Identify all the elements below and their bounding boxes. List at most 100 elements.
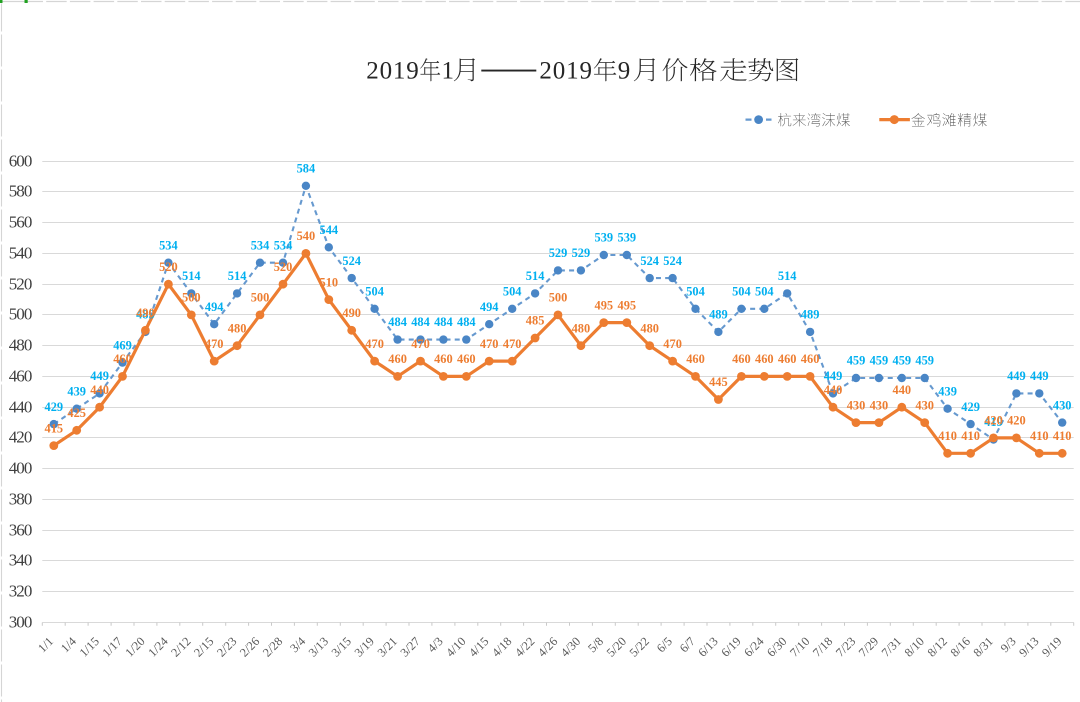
svg-text:445: 445 (709, 375, 728, 389)
svg-text:440: 440 (824, 383, 843, 397)
svg-text:524: 524 (640, 254, 659, 268)
svg-text:484: 484 (434, 315, 453, 329)
svg-text:460: 460 (388, 352, 407, 366)
svg-text:320: 320 (9, 581, 32, 600)
svg-text:524: 524 (663, 254, 682, 268)
svg-text:540: 540 (297, 229, 316, 243)
svg-text:430: 430 (915, 398, 934, 412)
svg-text:420: 420 (1007, 414, 1026, 428)
svg-text:2019: 2019 (366, 58, 419, 85)
svg-text:504: 504 (503, 285, 522, 299)
svg-text:430: 430 (870, 398, 889, 412)
svg-text:9: 9 (618, 58, 631, 85)
svg-text:520: 520 (159, 260, 178, 274)
svg-text:400: 400 (9, 458, 32, 477)
svg-text:540: 540 (9, 243, 32, 262)
svg-text:484: 484 (388, 315, 407, 329)
svg-text:460: 460 (778, 352, 797, 366)
svg-text:420: 420 (984, 414, 1003, 428)
svg-text:469: 469 (113, 338, 132, 352)
svg-text:534: 534 (251, 238, 270, 252)
svg-text:504: 504 (755, 285, 774, 299)
svg-text:459: 459 (870, 354, 889, 368)
svg-text:449: 449 (1007, 369, 1026, 383)
svg-text:495: 495 (595, 298, 614, 312)
svg-text:429: 429 (45, 400, 64, 414)
svg-text:485: 485 (526, 314, 545, 328)
svg-text:460: 460 (801, 352, 820, 366)
svg-text:380: 380 (9, 489, 32, 508)
svg-text:500: 500 (182, 291, 201, 305)
svg-text:419: 419 (984, 415, 1003, 429)
svg-text:529: 529 (572, 246, 591, 260)
svg-text:459: 459 (847, 354, 866, 368)
svg-text:300: 300 (9, 612, 32, 631)
svg-text:489: 489 (136, 308, 155, 322)
svg-text:534: 534 (159, 238, 178, 252)
svg-text:504: 504 (732, 285, 751, 299)
svg-text:439: 439 (938, 384, 957, 398)
svg-text:514: 514 (526, 269, 545, 283)
svg-text:480: 480 (9, 335, 32, 354)
svg-text:480: 480 (572, 321, 591, 335)
svg-text:524: 524 (342, 254, 361, 268)
svg-text:470: 470 (503, 337, 522, 351)
svg-text:500: 500 (251, 291, 270, 305)
svg-text:470: 470 (365, 337, 384, 351)
svg-text:490: 490 (342, 306, 361, 320)
svg-text:340: 340 (9, 550, 32, 569)
svg-text:489: 489 (709, 308, 728, 322)
svg-text:500: 500 (9, 304, 32, 323)
svg-text:459: 459 (893, 354, 912, 368)
svg-text:430: 430 (847, 398, 866, 412)
svg-text:460: 460 (755, 352, 774, 366)
svg-text:480: 480 (228, 321, 247, 335)
svg-text:430: 430 (1053, 398, 1072, 412)
svg-text:425: 425 (67, 406, 86, 420)
svg-text:410: 410 (938, 429, 957, 443)
svg-text:494: 494 (205, 300, 224, 314)
svg-text:500: 500 (549, 291, 568, 305)
svg-text:460: 460 (434, 352, 453, 366)
svg-text:410: 410 (1053, 429, 1072, 443)
svg-text:449: 449 (824, 369, 843, 383)
svg-text:514: 514 (228, 269, 247, 283)
svg-text:560: 560 (9, 212, 32, 231)
svg-text:459: 459 (915, 354, 934, 368)
svg-text:429: 429 (961, 400, 980, 414)
svg-text:584: 584 (297, 162, 316, 176)
svg-text:415: 415 (45, 421, 64, 435)
svg-text:504: 504 (365, 285, 384, 299)
svg-text:480: 480 (640, 321, 659, 335)
svg-text:514: 514 (182, 269, 201, 283)
svg-text:484: 484 (411, 315, 430, 329)
svg-text:534: 534 (274, 238, 293, 252)
svg-text:470: 470 (205, 337, 224, 351)
svg-text:420: 420 (9, 427, 32, 446)
svg-text:470: 470 (480, 337, 499, 351)
svg-text:510: 510 (320, 275, 339, 289)
svg-text:494: 494 (480, 300, 499, 314)
svg-text:440: 440 (893, 383, 912, 397)
svg-text:520: 520 (9, 274, 32, 293)
svg-text:460: 460 (457, 352, 476, 366)
svg-text:489: 489 (801, 308, 820, 322)
svg-text:460: 460 (732, 352, 751, 366)
svg-text:490: 490 (136, 306, 155, 320)
svg-text:539: 539 (595, 231, 614, 245)
svg-text:470: 470 (663, 337, 682, 351)
svg-text:460: 460 (9, 366, 32, 385)
svg-text:2019: 2019 (539, 58, 592, 85)
svg-text:439: 439 (67, 384, 86, 398)
svg-text:529: 529 (549, 246, 568, 260)
svg-text:460: 460 (686, 352, 705, 366)
svg-text:539: 539 (618, 231, 637, 245)
svg-text:360: 360 (9, 520, 32, 539)
svg-text:484: 484 (457, 315, 476, 329)
svg-text:410: 410 (961, 429, 980, 443)
svg-text:1: 1 (442, 58, 455, 85)
svg-text:495: 495 (618, 298, 637, 312)
svg-text:600: 600 (9, 151, 32, 170)
svg-text:504: 504 (686, 285, 705, 299)
svg-text:410: 410 (1030, 429, 1049, 443)
